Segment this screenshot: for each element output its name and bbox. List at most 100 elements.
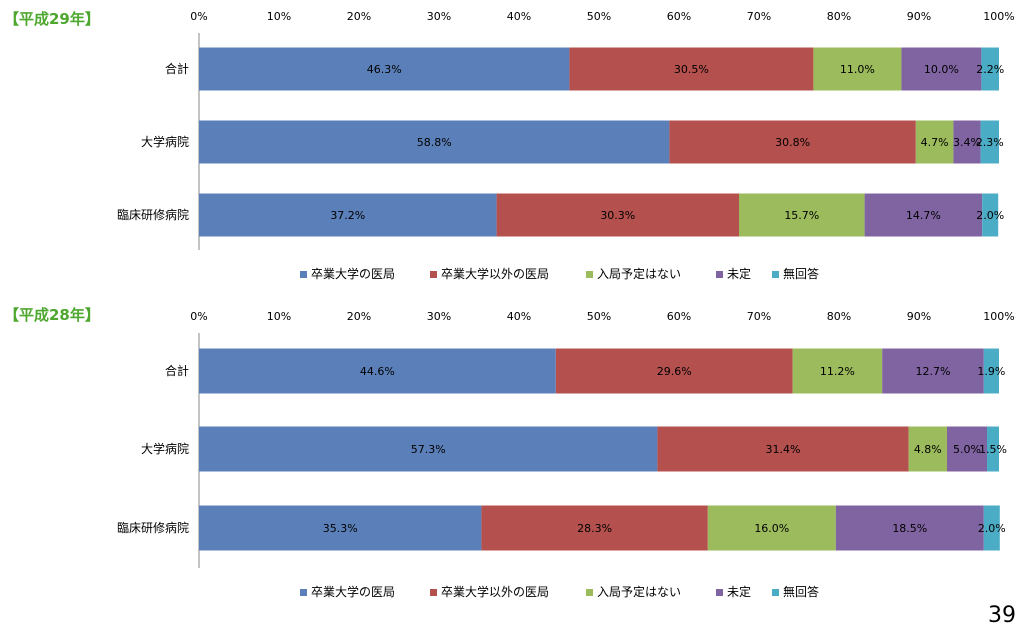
category-label: 臨床研修病院 (117, 207, 189, 222)
x-tick-label: 60% (667, 10, 691, 23)
bar-segment (481, 505, 708, 551)
bar-segment (657, 426, 909, 472)
data-label: 2.3% (976, 136, 1004, 149)
data-label: 44.6% (360, 365, 395, 378)
x-tick-label: 10% (267, 10, 291, 23)
x-tick-label: 90% (907, 310, 931, 323)
legend-label: 卒業大学以外の医局 (441, 584, 549, 599)
bar-segment (199, 193, 497, 237)
data-label: 14.7% (906, 209, 941, 222)
data-label: 3.4% (953, 136, 981, 149)
data-label: 28.3% (577, 522, 612, 535)
data-label: 2.2% (976, 63, 1004, 76)
bar-segment (983, 505, 1000, 551)
data-label: 29.6% (657, 365, 692, 378)
x-tick-label: 0% (190, 10, 207, 23)
legend-swatch (716, 271, 723, 278)
chart-title-2016: 【平成28年】 (4, 306, 100, 324)
data-label: 15.7% (784, 209, 819, 222)
legend-swatch (586, 271, 593, 278)
x-tick-label: 40% (507, 310, 531, 323)
legend-label: 入局予定はない (597, 266, 681, 281)
x-tick-label: 20% (347, 10, 371, 23)
category-label: 合計 (165, 61, 189, 76)
data-label: 31.4% (766, 443, 801, 456)
bar-segment (980, 120, 999, 164)
bar-segment (947, 426, 987, 472)
data-label: 1.9% (977, 365, 1005, 378)
bar-segment (496, 193, 739, 237)
legend-swatch (300, 589, 307, 596)
x-tick-label: 50% (587, 10, 611, 23)
bar-segment (882, 348, 984, 394)
data-label: 30.8% (775, 136, 810, 149)
category-label: 合計 (165, 363, 189, 378)
data-label: 2.0% (978, 522, 1006, 535)
data-label: 37.2% (330, 209, 365, 222)
legend-swatch (772, 589, 779, 596)
data-label: 5.0% (953, 443, 981, 456)
page-number: 39 (988, 603, 1016, 628)
legend-label: 卒業大学の医局 (311, 584, 395, 599)
legend-label: 卒業大学の医局 (311, 266, 395, 281)
bar-segment (707, 505, 836, 551)
data-label: 12.7% (916, 365, 951, 378)
legend-swatch (430, 271, 437, 278)
chart-title-2017: 【平成29年】 (4, 10, 100, 28)
legend-label: 入局予定はない (597, 584, 681, 599)
bar-segment (908, 426, 947, 472)
bar-segment (792, 348, 883, 394)
legend-label: 未定 (727, 584, 751, 599)
x-tick-label: 100% (983, 10, 1014, 23)
bar-segment (199, 426, 658, 472)
data-label: 58.8% (417, 136, 452, 149)
x-tick-label: 10% (267, 310, 291, 323)
x-tick-label: 30% (427, 10, 451, 23)
bar-segment (835, 505, 984, 551)
data-label: 2.0% (976, 209, 1004, 222)
bar-segment (953, 120, 981, 164)
x-tick-label: 70% (747, 10, 771, 23)
data-label: 10.0% (924, 63, 959, 76)
x-tick-label: 80% (827, 310, 851, 323)
legend-label: 無回答 (783, 584, 819, 599)
bar-segment (555, 348, 793, 394)
x-tick-label: 80% (827, 10, 851, 23)
x-tick-label: 90% (907, 10, 931, 23)
legend-label: 卒業大学以外の医局 (441, 266, 549, 281)
data-label: 4.8% (914, 443, 942, 456)
legend-swatch (772, 271, 779, 278)
x-tick-label: 100% (983, 310, 1014, 323)
bar-segment (983, 348, 999, 394)
bar-segment (915, 120, 954, 164)
legend-swatch (430, 589, 437, 596)
bar-segment (199, 505, 482, 551)
bar-segment (199, 120, 670, 164)
data-label: 46.3% (367, 63, 402, 76)
bar-segment (199, 348, 556, 394)
data-label: 30.5% (674, 63, 709, 76)
legend-swatch (300, 271, 307, 278)
legend-label: 無回答 (783, 266, 819, 281)
data-label: 4.7% (921, 136, 949, 149)
data-label: 57.3% (411, 443, 446, 456)
x-tick-label: 30% (427, 310, 451, 323)
data-label: 11.2% (820, 365, 855, 378)
bar-segment (901, 47, 982, 91)
bar-segment (813, 47, 902, 91)
stacked-bar-chart-2016: 0% 10% 20% 30% 40% 50% 60% 70% 80% 90% 100% 合計 44.6%… (117, 310, 1015, 599)
bar-segment (569, 47, 814, 91)
x-tick-label: 70% (747, 310, 771, 323)
bar-segment (982, 193, 999, 237)
bar-segment (864, 193, 983, 237)
category-label: 臨床研修病院 (117, 520, 189, 535)
data-label: 18.5% (892, 522, 927, 535)
x-tick-label: 60% (667, 310, 691, 323)
bar-segment (981, 47, 999, 91)
x-tick-label: 0% (190, 310, 207, 323)
bar-segment (987, 426, 999, 472)
bar-segment (199, 47, 570, 91)
data-label: 35.3% (323, 522, 358, 535)
x-tick-label: 20% (347, 310, 371, 323)
data-label: 30.3% (600, 209, 635, 222)
